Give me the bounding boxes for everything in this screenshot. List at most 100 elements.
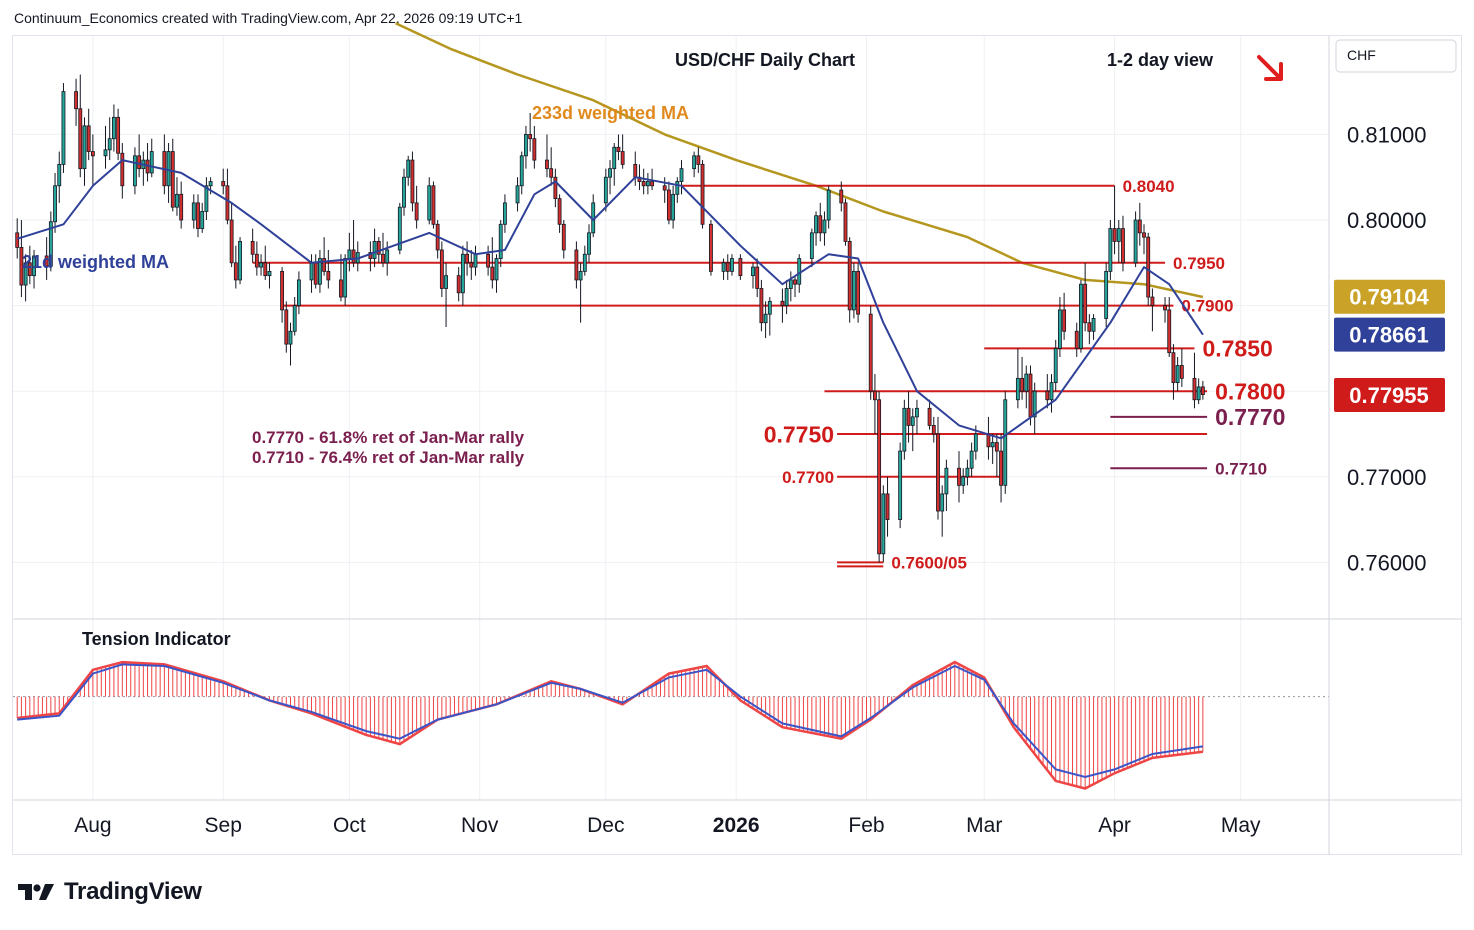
candle-body: [1015, 377, 1020, 401]
candle-body: [347, 249, 352, 259]
candle-body: [822, 219, 827, 234]
candle-body: [574, 249, 579, 281]
candle-body: [755, 266, 760, 289]
candle-body: [339, 279, 343, 298]
time-tick-label: Sep: [205, 814, 242, 837]
tradingview-logo-icon: [18, 884, 54, 900]
candle-body: [57, 163, 62, 187]
candle-body: [27, 262, 32, 277]
candle-body: [170, 151, 175, 208]
candle-body: [856, 270, 861, 315]
candle-body: [1053, 347, 1058, 384]
candle-body: [696, 155, 701, 165]
candle-body: [1179, 365, 1184, 379]
candle-body: [78, 108, 83, 170]
candle-body: [721, 262, 726, 272]
time-tick-label: May: [1221, 814, 1261, 837]
candle-body: [1020, 377, 1024, 392]
tension-slow-line: [17, 663, 1204, 779]
candle-body: [460, 253, 465, 294]
candle-body: [965, 467, 970, 478]
candle-body: [1137, 219, 1142, 234]
candle-body: [910, 416, 915, 426]
candle-body: [940, 493, 945, 512]
candle-body: [376, 241, 381, 255]
candle-body: [406, 159, 411, 178]
candle-body: [927, 407, 932, 426]
candle-body: [532, 138, 537, 161]
chart-attribution: Continuum_Economics created with Trading…: [14, 10, 523, 26]
candle-body: [15, 232, 20, 248]
candle-body: [254, 253, 259, 268]
candle-body: [662, 185, 667, 191]
candle-body: [1104, 270, 1109, 319]
retracement-note-764: 0.7710 - 76.4% ret of Jan-Mar rally: [252, 448, 525, 467]
tradingview-logo[interactable]: TradingView: [16, 878, 202, 906]
candle-body: [839, 189, 844, 204]
time-tick-label: Dec: [587, 814, 624, 837]
level-label: 0.8040: [1123, 177, 1175, 196]
candle-body: [397, 206, 402, 251]
candle-body: [309, 262, 314, 281]
candle-body: [738, 258, 743, 277]
candle-body: [402, 176, 406, 208]
candle-body: [296, 279, 301, 307]
level-label: 0.7850: [1202, 336, 1272, 362]
candle-body: [280, 270, 284, 311]
level-label: 0.7750: [764, 421, 834, 447]
candle-body: [82, 125, 87, 170]
candle-body: [32, 255, 36, 277]
candle-body: [881, 493, 886, 555]
candle-body: [725, 262, 730, 272]
tradingview-logo-text: TradingView: [64, 878, 202, 905]
candle-body: [1112, 228, 1117, 242]
candle-body: [1024, 373, 1029, 392]
candle-body: [620, 151, 625, 165]
candle-body: [444, 275, 448, 289]
candle-body: [103, 149, 108, 157]
candle-body: [439, 249, 444, 289]
candle-body: [456, 275, 461, 294]
time-tick-label: 2026: [713, 814, 760, 837]
time-tick-label: Apr: [1098, 814, 1131, 837]
time-tick-label: Oct: [333, 814, 366, 837]
candle-body: [873, 390, 877, 401]
candle-body: [427, 185, 432, 221]
candle-body: [582, 253, 587, 272]
candle-body: [166, 151, 171, 187]
candle-body: [515, 185, 520, 204]
candle-body: [343, 258, 348, 298]
candle-body: [931, 425, 936, 435]
price-tag-label: 0.79104: [1349, 285, 1429, 310]
candle-body: [553, 176, 558, 200]
candle-body: [545, 159, 549, 170]
candle-body: [1171, 352, 1176, 384]
candle-body: [843, 202, 848, 242]
candle-body: [372, 241, 377, 259]
candle-body: [1045, 390, 1050, 401]
candle-body: [1062, 309, 1067, 332]
tension-layer: [13, 660, 1329, 790]
candle-body: [503, 202, 507, 225]
candle-body: [847, 241, 852, 311]
candle-body: [221, 181, 226, 187]
candle-body: [116, 116, 121, 154]
candle-body: [196, 202, 200, 229]
candle-body: [944, 467, 949, 495]
level-label: 0.7600/05: [891, 553, 967, 572]
candle-body: [868, 313, 873, 392]
candle-body: [999, 450, 1003, 486]
candle-body: [809, 232, 814, 259]
candle-body: [107, 138, 112, 151]
candle-body: [990, 442, 995, 448]
time-tick-label: Mar: [966, 814, 1002, 837]
candle-body: [23, 262, 28, 286]
candle-body: [53, 185, 57, 223]
candle-body: [1079, 283, 1083, 349]
price-tick-label: 0.80000: [1347, 208, 1427, 233]
candle-body: [957, 467, 961, 486]
price-tag: [1334, 279, 1445, 314]
candle-body: [994, 442, 999, 452]
